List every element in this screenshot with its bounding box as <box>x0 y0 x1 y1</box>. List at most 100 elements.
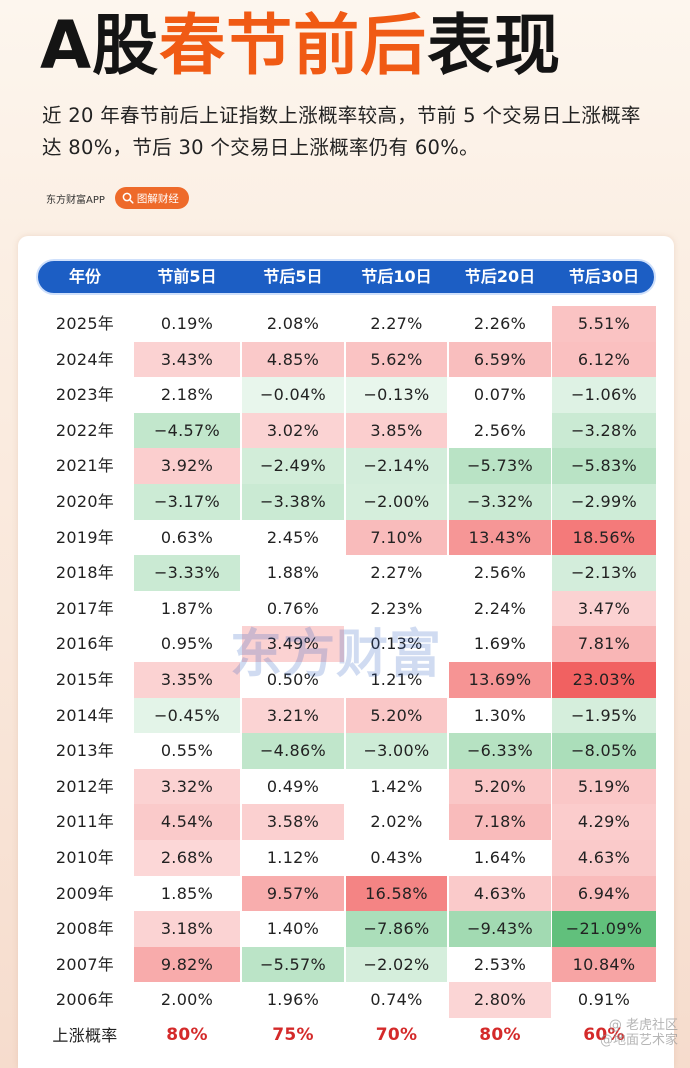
value-cell: 2.02% <box>370 812 423 832</box>
value-cell: 0.95% <box>160 634 214 654</box>
value-cell: 2.56% <box>473 420 527 440</box>
year-cell: 2008年 <box>55 919 115 939</box>
value-cell: −4.86% <box>242 733 344 769</box>
value-cell: 18.56% <box>552 519 656 556</box>
value-cell: 10.84% <box>552 946 656 983</box>
value-cell: 4.63% <box>449 875 551 912</box>
column-header: 年份 <box>68 267 101 286</box>
value-cell: 2.56% <box>473 563 527 583</box>
year-cell: 2018年 <box>55 563 115 583</box>
column-header: 节前5日 <box>157 267 217 286</box>
value-cell: 1.42% <box>370 776 423 796</box>
summary-row: 上涨概率 80% 75% 70% 80% 60% <box>36 1018 656 1054</box>
corner-mark-line2: @地面艺术家 <box>599 1033 678 1048</box>
year-cell: 2016年 <box>55 634 115 654</box>
subtitle: 近 20 年春节前后上证指数上涨概率较高，节前 5 个交易日上涨概率达 80%，… <box>42 104 641 159</box>
table-row: 2016年 0.95% 3.49% 0.13% 1.69% 7.81% <box>36 626 656 662</box>
value-cell: 16.58% <box>346 875 447 912</box>
value-cell: −3.32% <box>449 484 551 520</box>
value-cell: 2.53% <box>473 954 527 974</box>
table-row: 2012年 3.32% 0.49% 1.42% 5.20% 5.19% <box>36 768 656 805</box>
year-cell: 2023年 <box>55 385 115 405</box>
year-cell: 2019年 <box>55 527 115 547</box>
year-cell: 2014年 <box>55 705 115 725</box>
value-cell: 0.07% <box>473 385 527 405</box>
value-cell: 0.49% <box>266 776 320 796</box>
year-cell: 2011年 <box>55 812 115 832</box>
table-row: 2017年 1.87% 0.76% 2.23% 2.24% 3.47% <box>36 590 656 627</box>
value-cell: 1.64% <box>473 848 527 867</box>
value-cell: 0.63% <box>160 527 214 547</box>
table-row: 2022年 −4.57% 3.02% 3.85% 2.56% −3.28% <box>36 412 656 449</box>
value-cell: 3.58% <box>242 804 344 840</box>
value-cell: 13.43% <box>449 519 551 556</box>
column-header: 节后20日 <box>464 267 536 286</box>
value-cell: −3.00% <box>346 733 447 769</box>
value-cell: 6.59% <box>449 341 551 378</box>
value-cell: 3.21% <box>242 697 344 734</box>
value-cell: −1.06% <box>552 377 656 413</box>
value-cell: 2.26% <box>473 314 527 333</box>
probability-cell: 80% <box>479 1025 521 1045</box>
value-cell: 4.29% <box>552 804 656 840</box>
value-cell: 7.10% <box>346 519 447 556</box>
value-cell: −5.83% <box>552 448 656 484</box>
value-cell: 2.08% <box>266 314 320 333</box>
value-cell: 6.12% <box>552 341 656 378</box>
table-row: 2008年 3.18% 1.40% −7.86% −9.43% −21.09% <box>36 911 656 947</box>
value-cell: 1.40% <box>266 919 320 939</box>
value-cell: −3.38% <box>242 484 344 520</box>
value-cell: 0.74% <box>370 990 423 1010</box>
watermark: 东方财富 <box>230 625 443 685</box>
value-cell: 23.03% <box>552 662 656 698</box>
value-cell: 9.57% <box>242 875 344 912</box>
value-cell: 1.87% <box>160 598 214 618</box>
value-cell: 2.00% <box>160 990 214 1010</box>
column-header: 节后30日 <box>568 267 640 286</box>
value-cell: −2.13% <box>552 555 656 591</box>
table-row: 2006年 2.00% 1.96% 0.74% 2.80% 0.91% <box>36 982 656 1018</box>
brand-pill-label: 图解财经 <box>136 192 179 205</box>
value-cell: 3.43% <box>134 341 240 378</box>
corner-watermark: @ 老虎社区 @地面艺术家 <box>600 1018 678 1048</box>
column-header: 节后5日 <box>263 267 323 286</box>
table-row: 2009年 1.85% 9.57% 16.58% 4.63% 6.94% <box>36 875 656 912</box>
table-row: 2019年 0.63% 2.45% 7.10% 13.43% 18.56% <box>36 519 656 556</box>
value-cell: 2.23% <box>370 598 423 618</box>
year-cell: 2009年 <box>55 883 115 903</box>
value-cell: 4.63% <box>552 840 656 876</box>
table-row: 2011年 4.54% 3.58% 2.02% 7.18% 4.29% <box>36 804 656 840</box>
value-cell: 1.12% <box>266 848 320 867</box>
value-cell: 5.62% <box>346 341 447 378</box>
value-cell: 4.54% <box>134 804 240 840</box>
table-row: 2023年 2.18% −0.04% −0.13% 0.07% −1.06% <box>36 377 656 413</box>
value-cell: −5.57% <box>242 946 344 983</box>
page-title: A股春节前后表现 <box>40 2 561 90</box>
value-cell: −4.57% <box>134 412 240 449</box>
table-row: 2007年 9.82% −5.57% −2.02% 2.53% 10.84% <box>36 946 656 983</box>
value-cell: 1.96% <box>266 990 320 1010</box>
year-cell: 2007年 <box>55 954 115 974</box>
probability-cell: 70% <box>375 1025 418 1045</box>
table-row: 2014年 −0.45% 3.21% 5.20% 1.30% −1.95% <box>36 697 656 734</box>
value-cell: 0.55% <box>160 741 214 761</box>
value-cell: 2.45% <box>266 527 320 547</box>
value-cell: 2.80% <box>449 982 551 1018</box>
value-cell: 0.76% <box>266 598 320 618</box>
value-cell: 6.94% <box>552 875 656 912</box>
year-cell: 2021年 <box>55 456 115 476</box>
brand-pill[interactable]: 图解财经 <box>114 187 189 209</box>
value-cell: 0.19% <box>160 314 214 333</box>
table-row: 2024年 3.43% 4.85% 5.62% 6.59% 6.12% <box>36 341 656 378</box>
value-cell: 5.51% <box>552 306 656 342</box>
year-cell: 2015年 <box>55 670 115 689</box>
year-cell: 2013年 <box>55 741 115 761</box>
value-cell: 1.85% <box>160 883 214 903</box>
value-cell: 3.35% <box>134 662 240 698</box>
value-cell: 13.69% <box>449 662 551 698</box>
year-cell: 2012年 <box>55 776 115 796</box>
title-part3: 表现 <box>427 7 562 84</box>
table-row: 2020年 −3.17% −3.38% −2.00% −3.32% −2.99% <box>36 484 656 520</box>
value-cell: −2.99% <box>552 484 656 520</box>
value-cell: 1.69% <box>473 634 527 654</box>
